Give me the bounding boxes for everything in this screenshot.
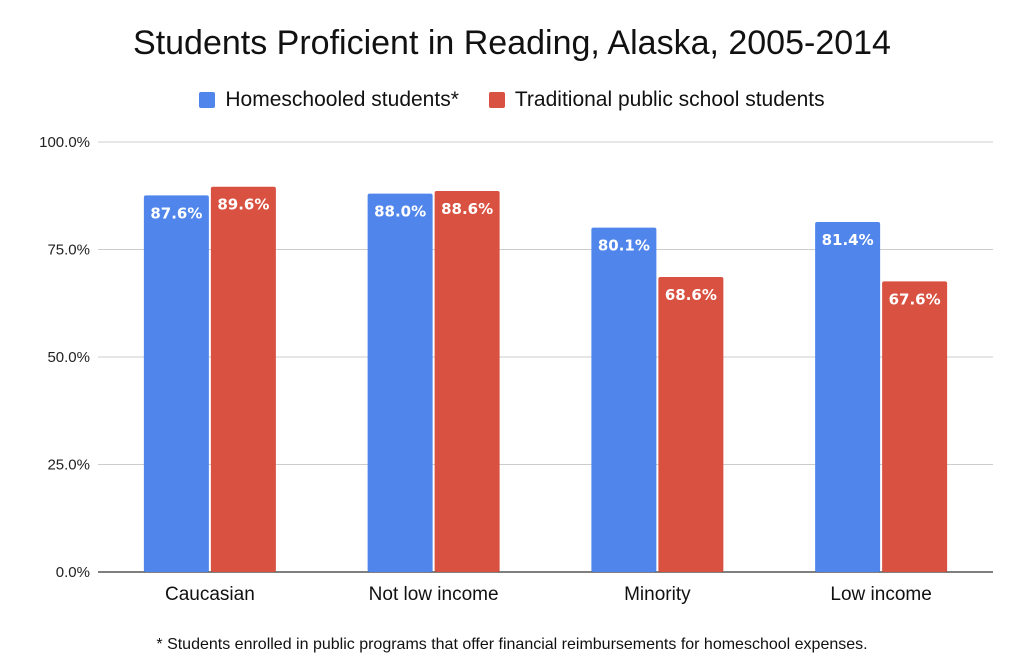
y-tick-label: 50.0% [47, 349, 90, 366]
data-label: 81.4% [822, 231, 874, 249]
data-label: 87.6% [150, 204, 202, 222]
x-category-label: Minority [624, 584, 691, 605]
x-axis-categories: Caucasian Not low income Minority Low incom… [165, 584, 932, 605]
data-label: 88.0% [374, 203, 426, 221]
y-axis-ticks: 0.0% 25.0% 50.0% 75.0% 100.0% [39, 134, 90, 581]
bar-traditional [210, 186, 276, 572]
bar-homeschooled [367, 193, 433, 572]
data-labels: 87.6% 89.6% 88.0% 88.6% 80.1% 68.6% 81.4% 67.6% [150, 196, 940, 309]
footnote: * Students enrolled in public programs t… [156, 636, 868, 653]
y-tick-label: 100.0% [39, 134, 90, 151]
bars [143, 186, 948, 573]
legend-swatch-homeschooled [199, 92, 216, 108]
bar-chart-plot: 0.0% 25.0% 50.0% 75.0% 100.0% 87.6% 89.6% 88.0… [39, 134, 993, 605]
bar-homeschooled [815, 221, 881, 573]
y-tick-label: 25.0% [47, 457, 90, 474]
x-category-label: Not low income [369, 584, 499, 605]
bar-traditional [882, 281, 948, 572]
y-tick-label: 75.0% [47, 242, 90, 259]
bar-traditional [434, 191, 500, 572]
bar-traditional [658, 277, 724, 572]
x-category-label: Low income [830, 584, 931, 605]
legend-label-traditional: Traditional public school students [514, 88, 825, 111]
legend-label-homeschooled: Homeschooled students* [225, 88, 459, 111]
legend-entry-homeschooled: Homeschooled students* [199, 88, 459, 112]
legend-entry-traditional: Traditional public school students [488, 88, 825, 112]
chart-title: Students Proficient in Reading, Alaska, … [133, 24, 891, 62]
y-tick-label: 0.0% [56, 564, 90, 581]
data-label: 67.6% [889, 290, 941, 308]
data-label: 68.6% [665, 286, 717, 304]
legend-swatch-traditional [488, 92, 505, 108]
x-category-label: Caucasian [165, 584, 255, 605]
data-label: 80.1% [598, 237, 650, 255]
bar-homeschooled [591, 227, 657, 572]
data-label: 88.6% [441, 200, 493, 218]
bar-homeschooled [143, 195, 209, 572]
legend: Homeschooled students* Traditional publi… [0, 88, 1024, 112]
data-label: 89.6% [217, 196, 269, 214]
